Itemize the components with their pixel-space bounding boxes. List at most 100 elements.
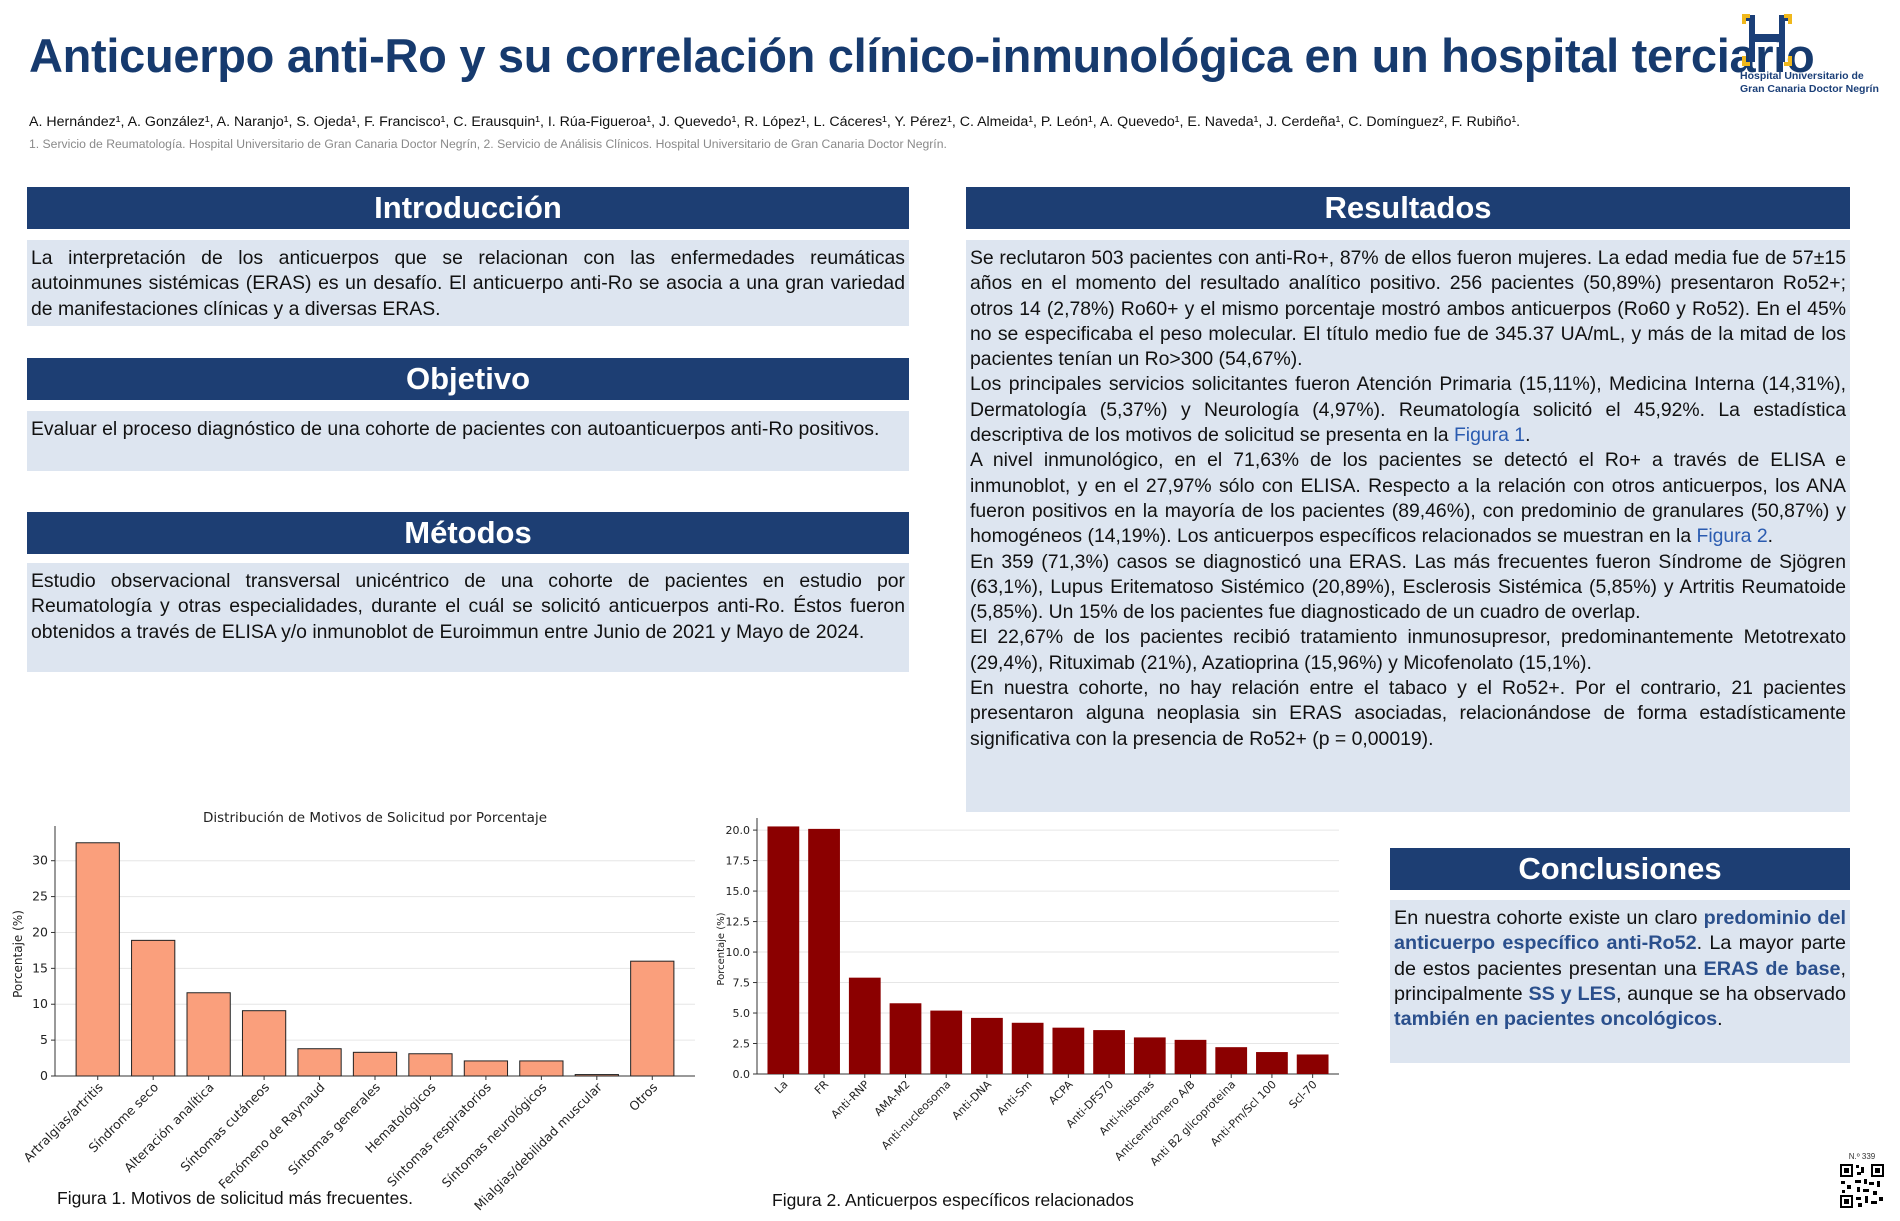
fig2-bar-anti-dna: [971, 1017, 1003, 1074]
fig1-ytick-label: 30: [32, 853, 48, 868]
fig2-category-label: FR: [812, 1078, 831, 1097]
conclusions-body: En nuestra cohorte existe un claro predo…: [1390, 900, 1850, 1063]
fig2-bar-anti-b2-glicoproteina: [1215, 1047, 1248, 1074]
hospital-logo: Hospital Universitario de Gran Canaria D…: [1740, 12, 1888, 102]
fig1-bar-hematologicos: [408, 1053, 453, 1077]
objective-body: Evaluar el proceso diagnóstico de una co…: [27, 411, 909, 471]
conclusions-t2: . La mayor parte de estos pacientes pres…: [1394, 932, 1846, 980]
fig2-category-label: Anti-nucleosoma: [879, 1078, 953, 1152]
results-paragraph-1: Se reclutaron 503 pacientes con anti-Ro+…: [970, 247, 1846, 371]
fig2-ytick-label: 2.5: [733, 1038, 751, 1051]
qr-code: N.º 339: [1836, 1152, 1888, 1214]
figure-1-caption: Figura 1. Motivos de solicitud más frecu…: [57, 1188, 413, 1208]
figure-1-link[interactable]: Figura 1: [1453, 424, 1526, 447]
fig2-category-label: Anti-DNA: [949, 1078, 994, 1123]
fig2-bar-anti-pm-scl-100: [1256, 1052, 1288, 1074]
conclusions-highlight-4: también en pacientes oncológicos: [1394, 1008, 1718, 1031]
intro-body: La interpretación de los anticuerpos que…: [27, 240, 909, 326]
fig2-ytick-label: 5.0: [733, 1007, 751, 1020]
intro-text: La interpretación de los anticuerpos que…: [31, 247, 905, 320]
fig1-ytick-label: 10: [32, 996, 48, 1011]
fig1-bar-sintomas-generales: [352, 1051, 398, 1077]
fig2-bar-anti-sm: [1011, 1022, 1044, 1074]
logo-line-2-bold: Doctor Negrín: [1808, 82, 1879, 95]
intro-heading: Introducción: [27, 187, 909, 229]
fig2-ytick-label: 10.0: [726, 946, 751, 959]
fig2-category-label: ACPA: [1046, 1078, 1076, 1108]
fig1-ytick-label: 0: [40, 1068, 48, 1083]
fig1-bar-sintomas-neurologicos: [519, 1060, 564, 1077]
conclusions-t4: , aunque se ha observado: [1615, 982, 1846, 1005]
fig2-category-label: Anti-RNP: [829, 1078, 873, 1122]
figure-2-caption: Figura 2. Anticuerpos específicos relaci…: [772, 1190, 1134, 1210]
fig2-ytick-label: 12.5: [726, 916, 751, 929]
fig1-bar-alteracion-analitica: [186, 992, 231, 1077]
fig2-bar-anti-rnp: [848, 977, 881, 1074]
fig2-ytick-label: 15.0: [726, 885, 751, 898]
methods-text: Estudio observacional transversal unicén…: [31, 570, 905, 643]
authors-line: A. Hernández¹, A. González¹, A. Naranjo¹…: [29, 114, 1521, 130]
fig1-category-label: Síntomas neurológicos: [439, 1080, 550, 1191]
methods-body: Estudio observacional transversal unicén…: [27, 563, 909, 672]
poster-number: N.º 339: [1848, 1152, 1876, 1161]
results-p2-text: Los principales servicios solicitantes f…: [970, 373, 1846, 447]
results-body: Se reclutaron 503 pacientes con anti-Ro+…: [966, 240, 1850, 812]
fig2-bar-scl-70: [1296, 1054, 1329, 1074]
fig1-ytick-label: 5: [40, 1032, 48, 1047]
qr-code-icon: [1839, 1163, 1885, 1209]
results-paragraph-6: En nuestra cohorte, no hay relación entr…: [970, 677, 1846, 750]
figure-2-link[interactable]: Figura 2: [1696, 525, 1768, 548]
fig2-bar-ama-m2: [889, 1003, 922, 1074]
figure-1-chart: 051015202530Artralgias/artritisSíndrome …: [11, 810, 695, 1213]
logo-line-2: Gran Canaria: [1740, 82, 1809, 95]
fig2-ytick-label: 20.0: [726, 824, 751, 837]
fig2-bar-acpa: [1052, 1027, 1085, 1074]
fig2-category-label: La: [772, 1078, 790, 1096]
fig1-category-label: Síntomas respiratorios: [384, 1080, 494, 1190]
fig2-bar-fr: [808, 828, 840, 1074]
fig2-category-label: Scl-70: [1286, 1078, 1319, 1111]
conclusions-text: En nuestra cohorte existe un claro predo…: [1394, 906, 1846, 1032]
fig1-category-label: Fenómeno de Raynaud: [215, 1080, 327, 1192]
fig1-category-label: Otros: [626, 1080, 660, 1114]
fig2-ylabel: Porcentaje (%): [716, 912, 727, 985]
results-p3-text: A nivel inmunológico, en el 71,63% de lo…: [970, 449, 1846, 548]
conclusions-highlight-3: SS y LES: [1528, 982, 1616, 1005]
logo-line-1: Hospital Universitario de: [1740, 70, 1864, 82]
hospital-logo-text: Hospital Universitario de Gran Canaria D…: [1740, 70, 1879, 95]
objective-text: Evaluar el proceso diagnóstico de una co…: [31, 418, 880, 440]
poster-title: Anticuerpo anti-Ro y su correlación clín…: [29, 29, 1815, 82]
fig2-bar-anti-histonas: [1133, 1037, 1166, 1074]
conclusions-t5: .: [1717, 1008, 1723, 1031]
conclusions-highlight-2: ERAS de base: [1703, 957, 1841, 980]
fig2-bar-anti-dfs70: [1093, 1030, 1125, 1074]
conclusions-t3: , principalmente: [1394, 957, 1846, 1005]
fig1-title: Distribución de Motivos de Solicitud por…: [203, 810, 547, 826]
results-paragraph-2: Los principales servicios solicitantes f…: [970, 372, 1846, 448]
fig2-bar-anticentromero-a-b: [1174, 1039, 1207, 1074]
fig1-ytick-label: 20: [32, 924, 48, 939]
fig2-ytick-label: 17.5: [726, 855, 751, 868]
fig1-bar-mialgias-debilidad-muscular: [574, 1074, 619, 1077]
fig2-category-label: Anti-Sm: [995, 1078, 1035, 1118]
fig1-bar-fenomeno-de-raynaud: [297, 1048, 342, 1077]
results-p2-end: .: [1525, 424, 1531, 447]
results-paragraph-3: A nivel inmunológico, en el 71,63% de lo…: [970, 448, 1846, 549]
fig1-bar-sintomas-respiratorios: [463, 1060, 509, 1077]
results-paragraph-5: El 22,67% de los pacientes recibió trata…: [970, 626, 1846, 674]
fig2-category-label: AMA-M2: [872, 1078, 913, 1119]
conclusions-t1: En nuestra cohorte existe un claro: [1394, 907, 1704, 929]
objective-heading: Objetivo: [27, 358, 909, 400]
figure-2-chart: 0.02.55.07.510.012.515.017.520.0La FRAnti…: [716, 818, 1339, 1169]
fig1-ytick-label: 25: [32, 889, 48, 904]
fig1-ylabel: Porcentaje (%): [11, 910, 25, 998]
fig1-bar-sintomas-cutaneos: [241, 1010, 287, 1077]
fig2-bar-la: [767, 826, 800, 1074]
affiliations-line: 1. Servicio de Reumatología. Hospital Un…: [29, 137, 947, 151]
fig1-category-label: Síntomas generales: [285, 1080, 383, 1178]
fig2-category-label: Anticentrómero A/B: [1112, 1078, 1197, 1163]
results-heading: Resultados: [966, 187, 1850, 229]
fig2-ytick-label: 7.5: [733, 977, 751, 990]
conclusions-heading: Conclusiones: [1390, 848, 1850, 890]
hospital-h-logo-icon: [1742, 14, 1792, 66]
